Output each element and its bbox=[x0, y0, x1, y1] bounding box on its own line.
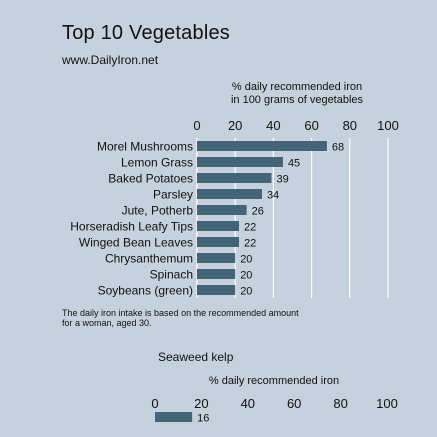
data-label: 20 bbox=[240, 254, 252, 266]
x-tick-label: 20 bbox=[228, 118, 242, 133]
category-label: Horseradish Leafy Tips bbox=[70, 220, 193, 234]
bar bbox=[197, 157, 283, 167]
category-label: Spinach bbox=[150, 268, 193, 282]
category-label: Jute, Potherb bbox=[122, 204, 194, 218]
bar bbox=[197, 205, 247, 215]
category-label: Soybeans (green) bbox=[98, 284, 193, 298]
x-tick-label: 100 bbox=[377, 118, 399, 133]
x-axis-title: % daily recommended iron in 100 grams of … bbox=[231, 81, 364, 106]
data-label: 39 bbox=[276, 174, 288, 186]
x-tick-label: 80 bbox=[333, 396, 347, 411]
bar bbox=[197, 285, 236, 295]
x-tick-label: 0 bbox=[151, 396, 158, 411]
x-tick-label: 40 bbox=[241, 396, 255, 411]
data-label: 34 bbox=[267, 190, 279, 202]
page-title: Top 10 Vegetables bbox=[62, 22, 230, 44]
footnote: The daily iron intake is based on the re… bbox=[62, 308, 299, 328]
data-label: 20 bbox=[240, 286, 252, 298]
x-tick-label: 60 bbox=[287, 396, 301, 411]
data-label: 26 bbox=[252, 206, 264, 218]
source-label: www.DailyIron.net bbox=[62, 53, 159, 67]
category-label: Chrysanthemum bbox=[105, 252, 193, 266]
bar bbox=[197, 237, 240, 247]
x-tick-label: 100 bbox=[376, 396, 398, 411]
x-tick-label: 20 bbox=[194, 396, 208, 411]
bar bbox=[197, 269, 236, 279]
data-label: 68 bbox=[332, 142, 344, 154]
category-label: Baked Potatoes bbox=[108, 172, 193, 186]
data-label: 45 bbox=[288, 158, 300, 170]
secondary-chart-title: Seaweed kelp bbox=[158, 350, 234, 364]
bar bbox=[197, 253, 236, 263]
category-label: Winged Bean Leaves bbox=[79, 236, 193, 250]
data-label: 16 bbox=[197, 413, 209, 425]
bar bbox=[197, 141, 327, 151]
category-label: Parsley bbox=[153, 188, 193, 202]
bar bbox=[197, 221, 240, 231]
data-label: 22 bbox=[244, 222, 256, 234]
data-label: 20 bbox=[240, 270, 252, 282]
x-tick-label: 80 bbox=[343, 118, 357, 133]
x-tick-label: 0 bbox=[193, 118, 200, 133]
bar bbox=[197, 173, 272, 183]
data-label: 22 bbox=[244, 238, 256, 250]
category-label: Lemon Grass bbox=[121, 156, 193, 170]
x-tick-label: 60 bbox=[304, 118, 318, 133]
bar bbox=[197, 189, 262, 199]
category-label: Morel Mushrooms bbox=[97, 140, 193, 154]
x-axis-title: % daily recommended iron bbox=[209, 375, 339, 387]
bar bbox=[155, 412, 193, 422]
x-tick-label: 40 bbox=[266, 118, 280, 133]
